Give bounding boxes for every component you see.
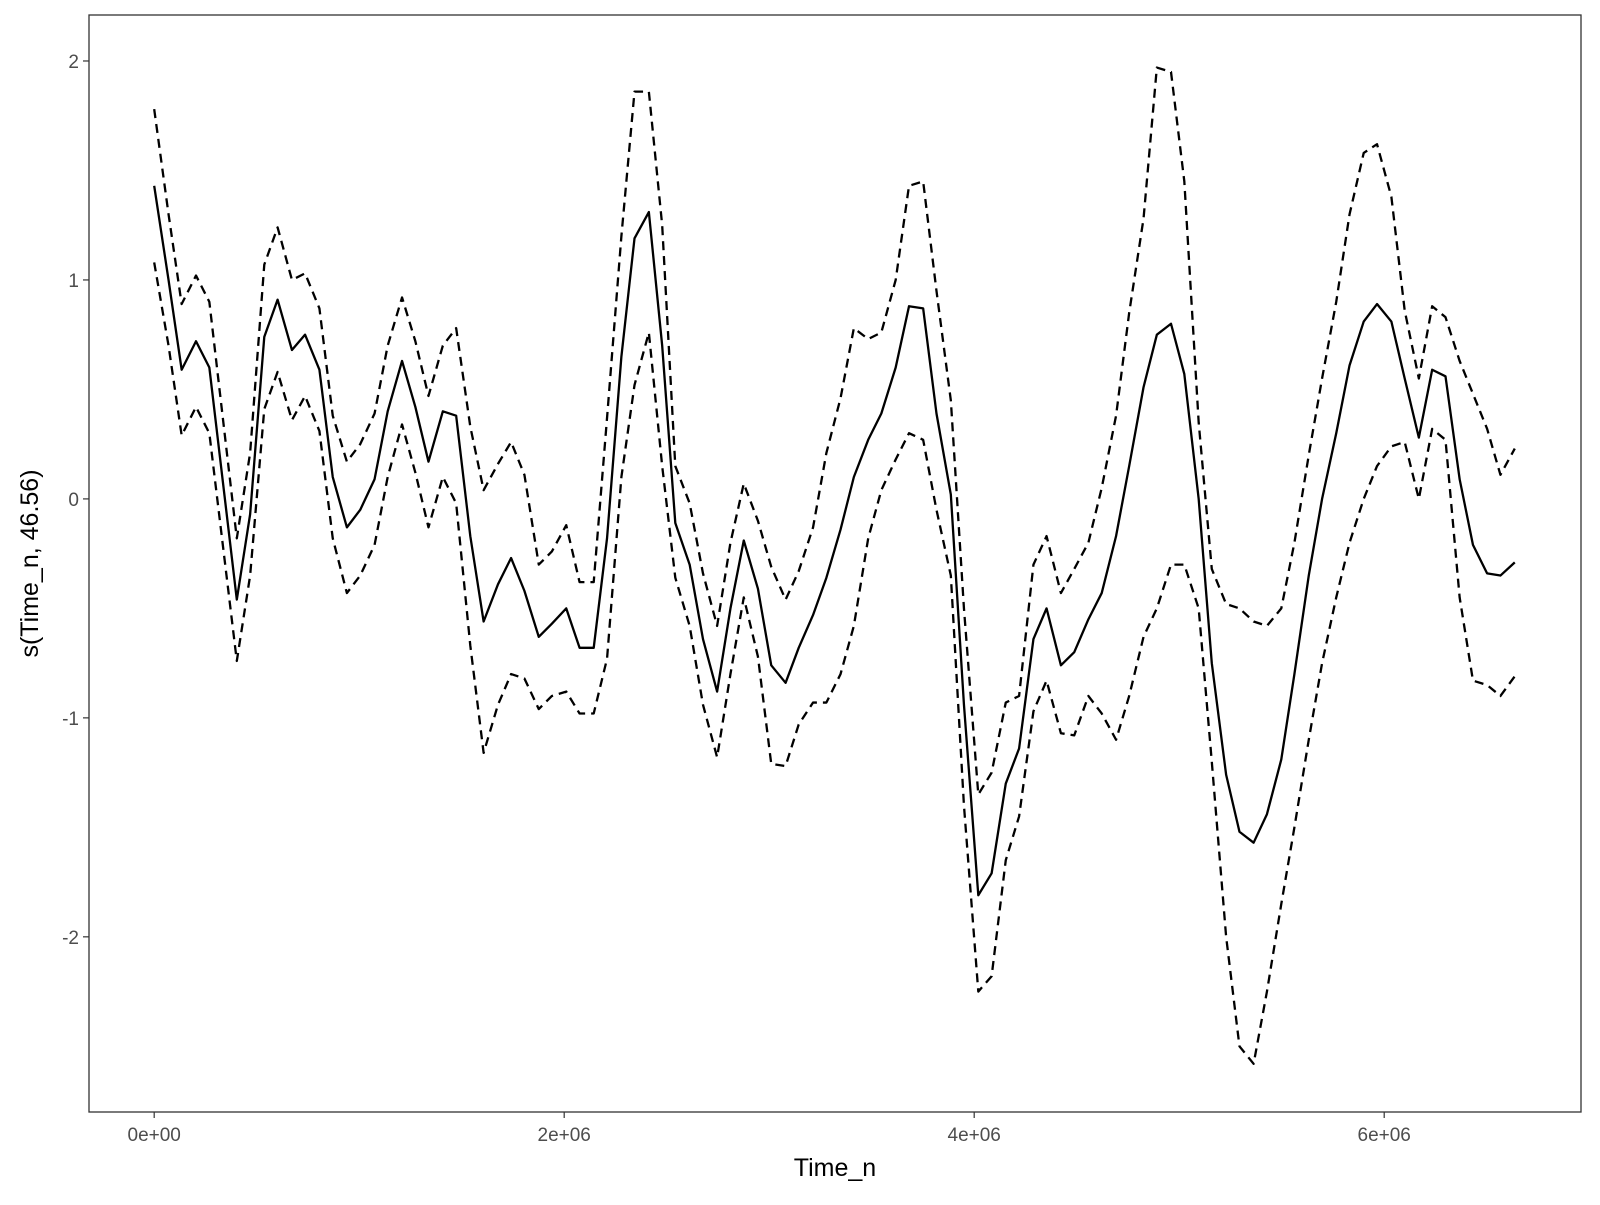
plot-panel (88, 14, 1582, 1113)
y-tick-label: 2 (68, 52, 79, 73)
y-tick-label: -2 (62, 928, 79, 949)
y-axis-title: s(Time_n, 46.56) (16, 469, 44, 657)
x-tick-label: 4e+06 (948, 1125, 1001, 1146)
series-line (153, 66, 1516, 796)
series-line (153, 262, 1516, 1065)
x-axis-title: Time_n (794, 1154, 876, 1182)
x-tick-label: 2e+06 (538, 1125, 591, 1146)
y-tick-label: 1 (68, 271, 79, 292)
y-tick-label: 0 (68, 490, 79, 511)
series-line (153, 185, 1516, 897)
y-tick-label: -1 (62, 709, 79, 730)
x-tick-label: 0e+00 (128, 1125, 181, 1146)
x-tick-label: 6e+06 (1358, 1125, 1411, 1146)
